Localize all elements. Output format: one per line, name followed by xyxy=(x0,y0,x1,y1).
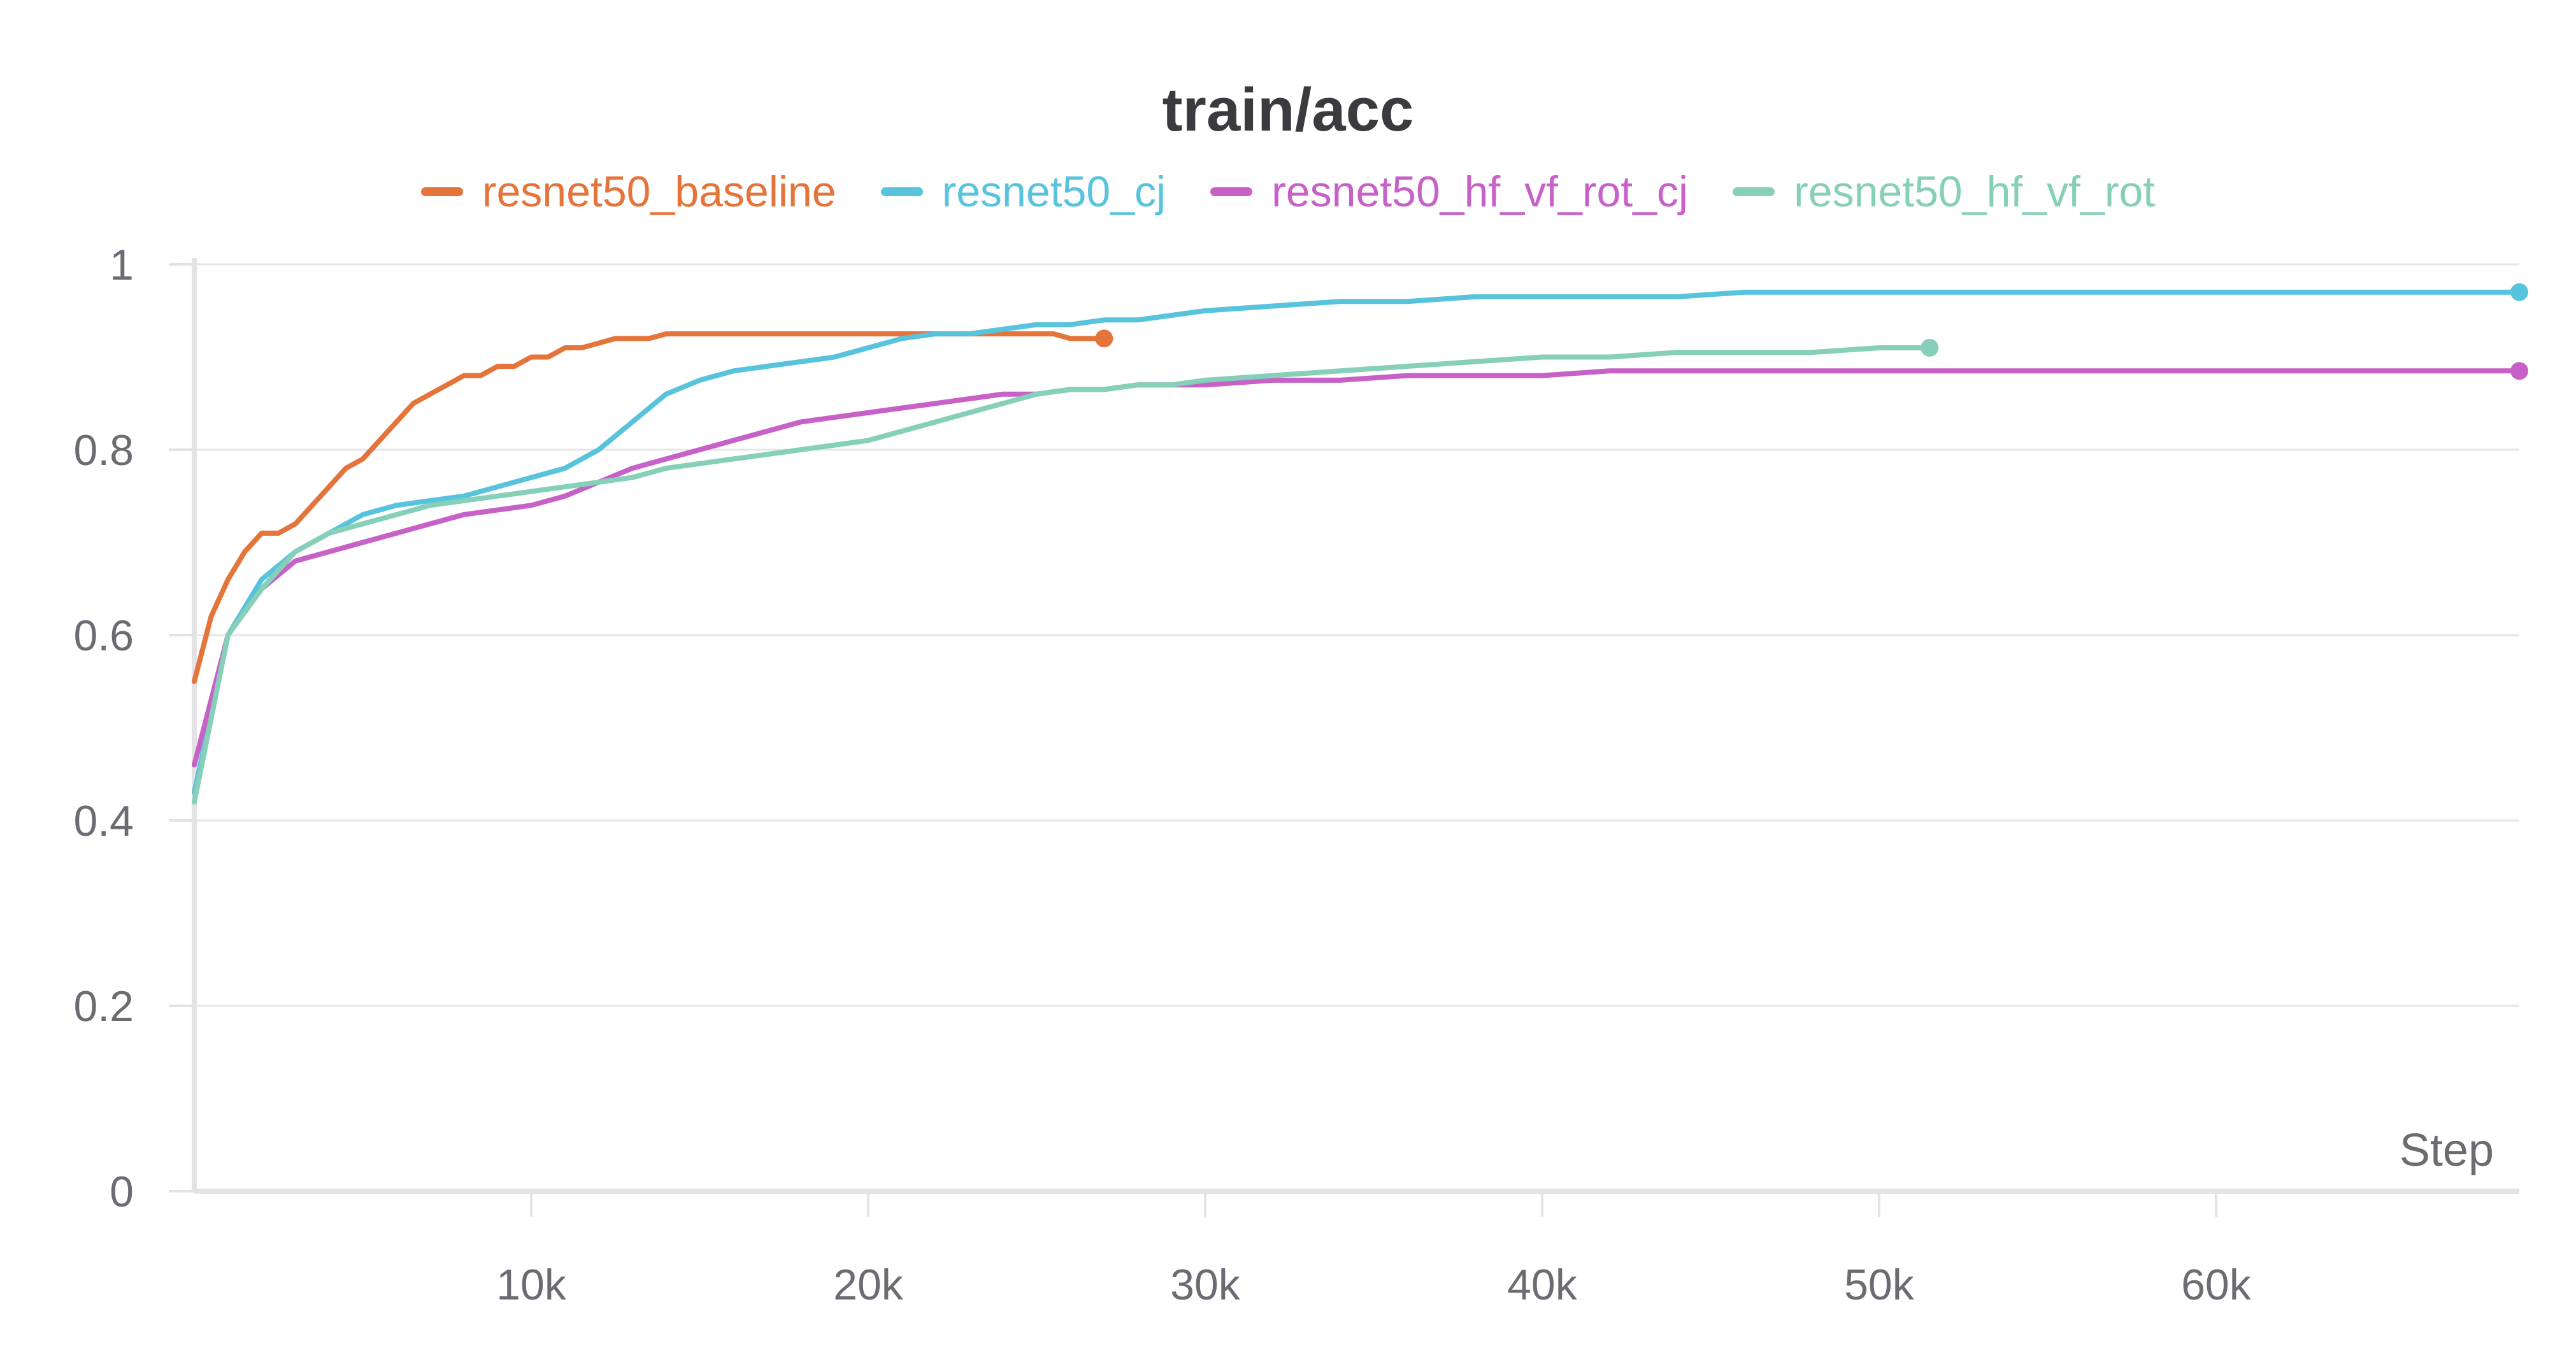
x-tick-label: 60k xyxy=(2181,1261,2252,1309)
x-axis-label: Step xyxy=(2400,1125,2494,1176)
y-tick-label: 0.2 xyxy=(73,982,134,1031)
series-end-point-resnet50_hf_vf_rot_cj xyxy=(2510,362,2528,380)
y-tick-label: 1 xyxy=(110,241,134,289)
x-tick-label: 20k xyxy=(833,1261,904,1309)
y-tick-label: 0 xyxy=(110,1168,134,1216)
legend-label: resnet50_baseline xyxy=(482,168,836,216)
y-tick-label: 0.4 xyxy=(73,797,134,845)
legend-item[interactable]: resnet50_cj xyxy=(880,167,1166,217)
legend-label: resnet50_hf_vf_rot xyxy=(1794,168,2156,216)
series-line-resnet50_baseline xyxy=(192,331,1107,684)
series-end-point-resnet50_hf_vf_rot xyxy=(1921,338,1939,357)
series-line-resnet50_hf_vf_rot xyxy=(192,345,1933,805)
legend-item[interactable]: resnet50_hf_vf_rot xyxy=(1733,167,2155,217)
legend-item[interactable]: resnet50_hf_vf_rot_cj xyxy=(1210,167,1688,217)
legend-label: resnet50_hf_vf_rot_cj xyxy=(1271,168,1689,216)
series-end-point-resnet50_baseline xyxy=(1095,329,1113,348)
x-tick-label: 50k xyxy=(1844,1261,1915,1309)
legend-item[interactable]: resnet50_baseline xyxy=(420,167,836,217)
y-tick-label: 0.8 xyxy=(73,426,134,475)
legend-label: resnet50_cj xyxy=(941,168,1166,216)
series-line-resnet50_hf_vf_rot_cj xyxy=(192,368,2522,768)
series-line-resnet50_cj xyxy=(192,289,2522,796)
legend-swatch xyxy=(1733,187,1775,196)
x-tick-label: 10k xyxy=(496,1261,567,1309)
x-tick-label: 40k xyxy=(1507,1261,1578,1309)
legend-swatch xyxy=(420,187,463,196)
legend-swatch xyxy=(1210,187,1253,196)
y-tick-label: 0.6 xyxy=(73,612,134,660)
chart-legend: resnet50_baseline resnet50_cj resnet50_hf_… xyxy=(0,167,2576,217)
x-tick-label: 30k xyxy=(1170,1261,1241,1309)
series-end-point-resnet50_cj xyxy=(2510,283,2528,301)
legend-swatch xyxy=(880,187,923,196)
chart-title: train/acc xyxy=(1162,76,1414,144)
